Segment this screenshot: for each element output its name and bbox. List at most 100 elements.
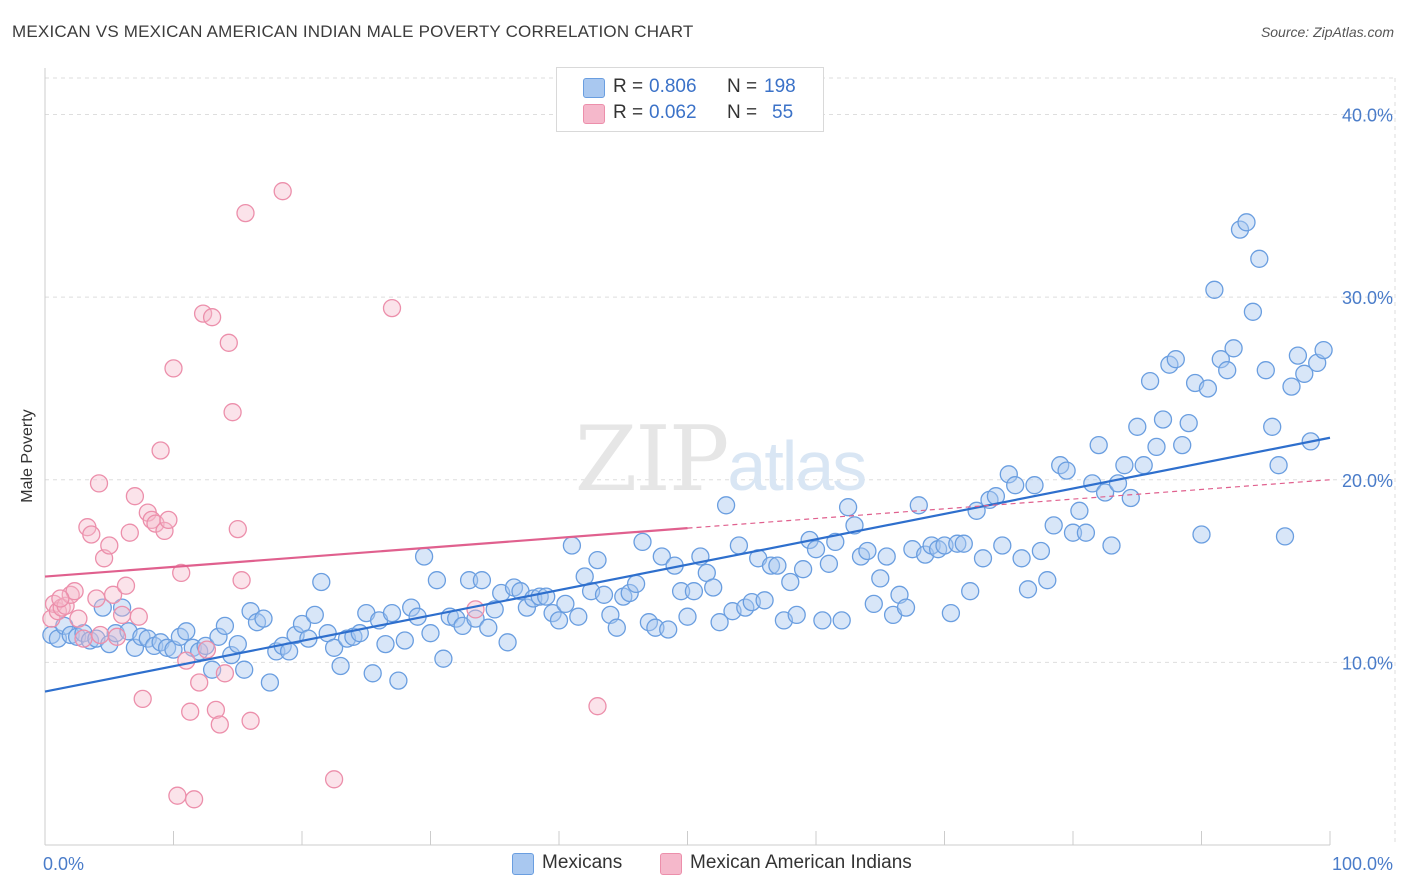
x-tick-label: 100.0% [1332,854,1393,874]
point-mexican-american-indians [324,770,344,789]
point-mexicans [607,618,626,637]
point-mexicans [479,618,498,637]
point-mexicans [466,609,485,628]
point-mexicans [1018,580,1038,599]
point-mexican-american-indians [232,571,251,590]
point-mexicans [864,594,883,614]
point-mexicans [826,532,845,552]
legend-n-value: 198 [764,76,796,97]
point-mexicans [1134,456,1153,475]
point-mexicans [517,598,537,617]
point-mexicans [331,656,350,676]
y-axis-label: Male Poverty [19,409,36,502]
point-mexicans [177,622,196,641]
point-mexicans [961,582,980,601]
point-mexicans [626,574,646,594]
point-mexicans [1314,340,1333,360]
point-mexicans [1038,571,1057,590]
legend-swatch-pink [583,104,605,124]
series-mexican-american-indians [42,182,607,809]
point-mexicans [659,620,678,639]
point-mexicans [1192,525,1211,544]
point-mexicans [948,534,967,553]
point-mexicans [395,631,414,650]
point-mexicans [228,634,247,654]
point-mexican-american-indians [184,790,204,809]
point-mexican-american-indians [159,510,178,530]
point-mexicans [382,603,402,623]
point-mexicans [1025,476,1044,495]
point-mexican-american-indians [151,441,170,460]
point-mexican-american-indians [69,609,88,628]
bottom-legend-label: Mexicans [542,852,623,873]
legend-n-label: N = [727,76,758,97]
point-mexican-american-indians [103,585,123,604]
point-mexican-american-indians [202,308,222,327]
legend-n-label: N = [727,102,758,123]
point-mexicans [1256,361,1275,380]
point-mexicans [704,578,723,597]
point-mexicans [157,638,177,657]
point-mexican-american-indians [193,304,213,323]
point-mexicans [729,536,749,555]
point-mexicans [871,569,890,588]
bottom-legend-label: Mexican American Indians [690,852,912,873]
point-mexicans [1179,413,1198,433]
legend-r-value: 0.062 [649,102,697,123]
point-mexicans [324,638,344,657]
point-mexicans [761,556,781,575]
point-mexican-american-indians [87,589,106,608]
point-mexicans [896,598,916,617]
point-mexicans [954,534,973,553]
source-label: Source: ZipAtlas.com [1260,24,1394,40]
point-mexican-american-indians [125,487,145,506]
correlation-legend: R = 0.806 N = 198 R = 0.062 N = 55 [556,67,824,132]
point-mexicans [376,634,395,654]
point-mexicans [793,560,813,579]
point-mexicans [1173,435,1192,455]
point-mexicans [671,582,691,601]
point-mexican-american-indians [215,664,235,683]
trend-lines [44,436,1331,693]
point-mexicans [556,594,575,614]
point-mexicans [112,598,132,617]
chart-title: MEXICAN VS MEXICAN AMERICAN INDIAN MALE … [12,22,694,41]
point-mexicans [549,611,569,630]
point-mexicans [562,536,582,555]
trend-line-mexican-american-indians [44,527,688,578]
point-mexicans [993,536,1012,555]
point-mexicans [402,598,421,617]
point-mexicans [215,616,235,636]
point-mexicans [941,603,961,623]
trend-line-mexicans [44,436,1331,693]
point-mexicans [1237,213,1256,232]
point-mexican-american-indians [129,607,148,626]
point-mexicans [1250,249,1269,268]
point-mexicans [633,532,652,552]
point-mexicans [1121,488,1140,508]
point-mexican-american-indians [236,203,255,223]
point-mexican-american-indians [91,625,110,645]
point-mexicans [421,624,440,643]
point-mexicans [787,605,806,625]
point-mexican-american-indians [172,563,191,583]
point-mexicans [1230,220,1250,239]
legend-n-value: 55 [772,102,794,123]
point-mexicans [1269,456,1288,475]
point-mexicans [1295,364,1314,383]
y-tick-label: 10.0% [1342,653,1393,673]
point-mexicans [620,583,639,603]
point-mexicans [459,571,479,590]
point-mexicans [1147,437,1166,457]
point-mexicans [1063,523,1083,542]
point-mexicans [80,631,100,650]
point-mexicans [1044,516,1063,535]
point-mexicans [132,627,151,646]
legend-r-label: R = [613,102,644,123]
point-mexicans [1140,371,1160,391]
point-mexicans [427,571,447,590]
point-mexicans [472,571,492,590]
tick-labels: 10.0% 20.0% 30.0% 40.0% 0.0% 100.0% [43,106,1393,874]
point-mexicans [781,572,800,592]
legend-r-value: 0.806 [649,76,697,97]
